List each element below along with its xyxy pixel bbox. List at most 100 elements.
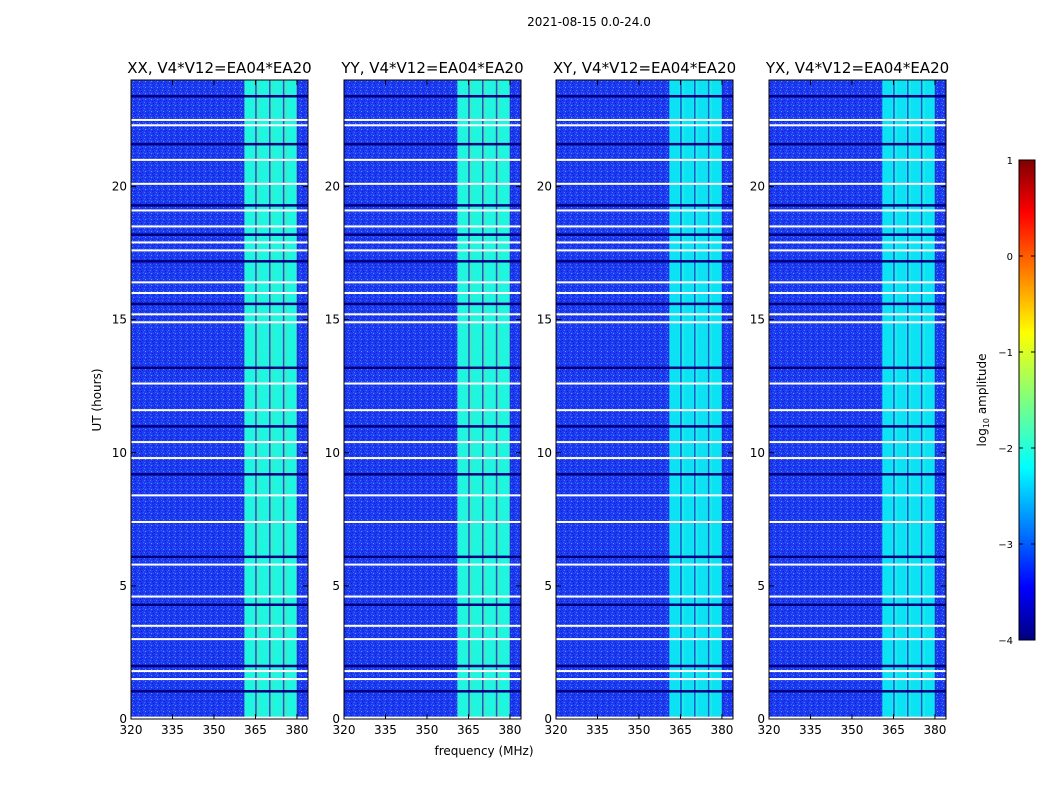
flagged-row-dark <box>556 664 733 668</box>
panel-frame <box>555 79 734 720</box>
flagged-row-dark <box>344 555 521 559</box>
flagged-row-dark <box>131 473 308 476</box>
flagged-row-dark <box>131 233 308 236</box>
flagged-row <box>769 595 946 598</box>
x-tick-label: 320 <box>120 723 143 737</box>
flagged-row <box>769 249 946 252</box>
heatmap-panel: YX, V4*V12=EA04*EA20 320 335 350 365 380 0 5 10 1… <box>750 59 949 737</box>
rfi-subband <box>883 80 893 719</box>
flagged-row <box>131 209 308 212</box>
flagged-row <box>769 382 946 385</box>
x-tick-label: 365 <box>244 723 267 737</box>
flagged-row <box>556 249 733 252</box>
y-tick-label: 10 <box>112 446 127 460</box>
flagged-row <box>556 520 733 523</box>
flagged-row <box>556 292 733 294</box>
flagged-row <box>556 678 733 681</box>
y-tick-label: 15 <box>325 313 340 327</box>
y-tick-label: 10 <box>537 446 552 460</box>
flagged-row-dark <box>131 690 308 693</box>
flagged-row <box>344 457 521 460</box>
flagged-row-dark <box>131 664 308 668</box>
flagged-row-dark <box>556 603 733 607</box>
x-tick-label: 320 <box>333 723 356 737</box>
flagged-row <box>344 124 521 127</box>
flagged-row-dark <box>556 233 733 236</box>
flagged-row <box>769 494 946 497</box>
flagged-row <box>344 716 521 719</box>
y-tick-label: 20 <box>325 180 340 194</box>
y-tick-label: 20 <box>112 180 127 194</box>
flagged-row <box>769 457 946 460</box>
flagged-row-dark <box>556 425 733 428</box>
panel-frame <box>343 79 522 720</box>
rfi-subband <box>684 80 694 719</box>
flagged-row <box>344 241 521 244</box>
flagged-row <box>131 225 308 228</box>
flagged-row <box>131 158 308 161</box>
y-tick-label: 15 <box>112 313 127 327</box>
x-tick-label: 365 <box>457 723 480 737</box>
flagged-row <box>769 678 946 681</box>
heatmap-panel: YY, V4*V12=EA04*EA20 320 335 350 365 380 0 5 10 1… <box>325 59 524 737</box>
flagged-row-dark <box>769 233 946 236</box>
flagged-row-dark <box>344 690 521 693</box>
flagged-row <box>131 409 308 412</box>
flagged-row <box>131 382 308 385</box>
y-tick-label: 20 <box>750 180 765 194</box>
flagged-row <box>769 321 946 324</box>
rfi-subband <box>273 80 283 719</box>
flagged-row <box>131 624 308 627</box>
y-tick-label: 0 <box>332 712 340 726</box>
x-tick-label: 365 <box>882 723 905 737</box>
flagged-row <box>556 457 733 460</box>
flagged-row-dark <box>556 366 733 370</box>
y-tick-label: 15 <box>537 313 552 327</box>
flagged-row <box>556 441 733 444</box>
flagged-row <box>344 520 521 523</box>
flagged-row-dark <box>344 204 521 207</box>
flagged-row <box>344 494 521 497</box>
x-tick-label: 350 <box>416 723 439 737</box>
flagged-row-dark <box>131 94 308 98</box>
y-tick-label: 5 <box>757 579 765 593</box>
flagged-row <box>556 563 733 566</box>
y-tick-label: 10 <box>750 446 765 460</box>
flagged-row <box>131 124 308 127</box>
flagged-row-dark <box>769 603 946 607</box>
flagged-row-dark <box>344 260 521 263</box>
x-tick-label: 320 <box>758 723 781 737</box>
flagged-row <box>556 321 733 324</box>
flagged-row <box>556 118 733 121</box>
flagged-row-dark <box>131 260 308 263</box>
rfi-subband <box>698 80 708 719</box>
flagged-row <box>131 292 308 294</box>
flagged-row <box>131 441 308 444</box>
flagged-row-dark <box>769 366 946 370</box>
flagged-row-dark <box>131 603 308 607</box>
rfi-subband <box>911 80 921 719</box>
x-tick-label: 380 <box>923 723 946 737</box>
flagged-row-dark <box>556 302 733 306</box>
heatmap-panel: XY, V4*V12=EA04*EA20 320 335 350 365 380 0 5 10 1… <box>537 59 736 737</box>
flagged-row <box>131 563 308 566</box>
flagged-row <box>769 292 946 294</box>
flagged-row <box>769 124 946 127</box>
rfi-subband <box>486 80 496 719</box>
colorbar: 1 0 −1 −2 −3 −4 log10 amplitude <box>975 156 1036 647</box>
colorbar-tick-label: −2 <box>998 444 1013 455</box>
flagged-row-dark <box>556 473 733 476</box>
flagged-row-dark <box>769 555 946 559</box>
flagged-row <box>769 241 946 244</box>
flagged-row <box>769 441 946 444</box>
flagged-row <box>556 494 733 497</box>
flagged-row <box>556 638 733 641</box>
y-tick-label: 5 <box>119 579 127 593</box>
x-tick-label: 380 <box>710 723 733 737</box>
flagged-row <box>344 678 521 681</box>
panel-title: YX, V4*V12=EA04*EA20 <box>765 59 949 77</box>
flagged-row-dark <box>556 690 733 693</box>
rfi-subband <box>259 80 269 719</box>
flagged-row <box>344 292 521 294</box>
flagged-row <box>344 249 521 252</box>
